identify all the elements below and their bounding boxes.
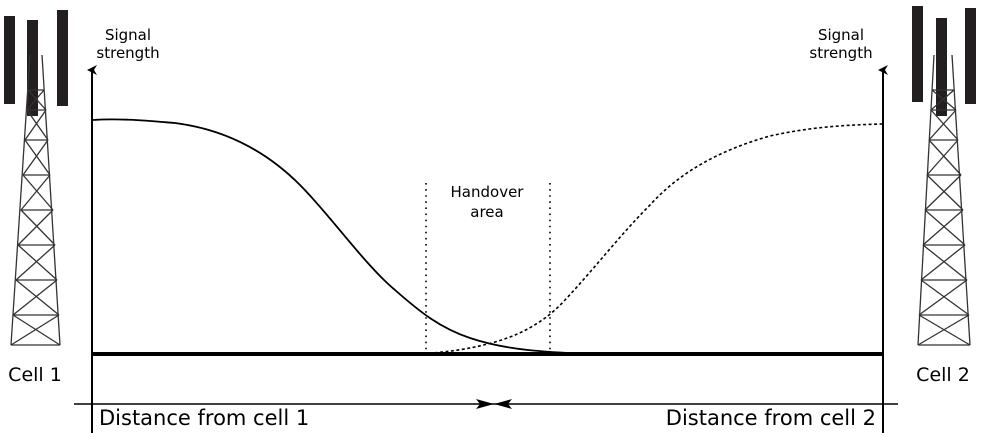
right-axis-label: Signal [818, 26, 864, 44]
distance-from-cell1-label: Distance from cell 1 [99, 406, 309, 430]
distance-axis [74, 399, 898, 409]
cell1-label: Cell 1 [8, 364, 62, 386]
cell-tower-icon [912, 6, 976, 346]
cell2-label: Cell 2 [916, 364, 970, 386]
cell2-signal-curve [417, 123, 883, 355]
right-axis-label: strength [809, 44, 872, 62]
left-axis-label: strength [96, 44, 159, 62]
left-axis-label: Signal [105, 26, 151, 44]
distance-from-cell2-label: Distance from cell 2 [666, 406, 876, 430]
cell-tower-icon [4, 10, 68, 346]
handover-area-label: area [470, 203, 503, 221]
handover-area-label: Handover [451, 183, 525, 201]
cell1-signal-curve [92, 118, 569, 354]
